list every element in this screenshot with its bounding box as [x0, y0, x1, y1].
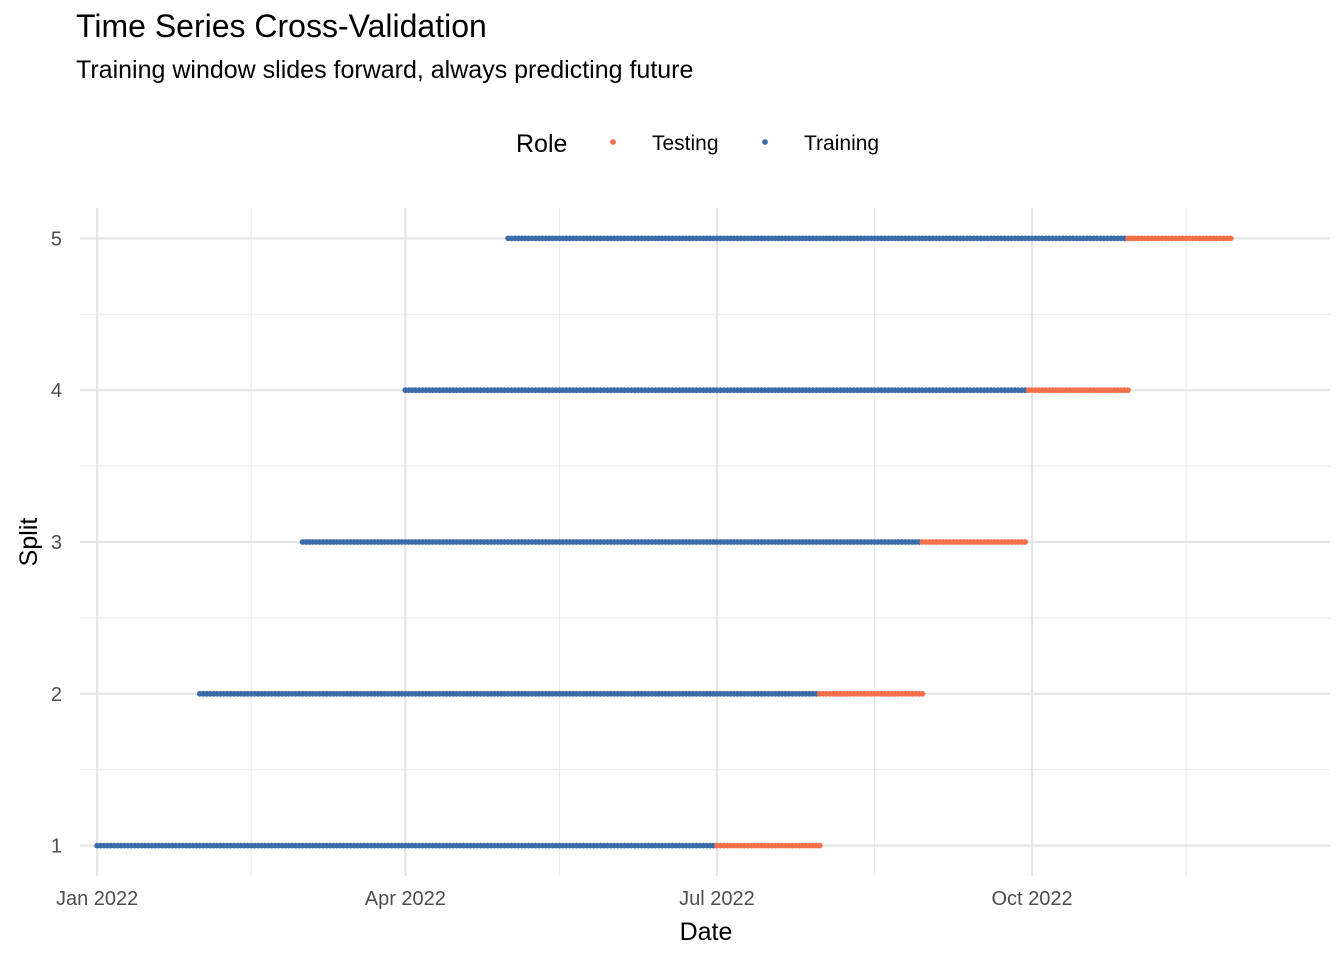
- y-tick-label: 1: [51, 836, 62, 858]
- segment-training-split-4: [402, 387, 1029, 394]
- y-tick-label: 4: [51, 380, 62, 402]
- y-tick-label: 5: [51, 228, 62, 250]
- segment-testing-split-3: [919, 539, 1029, 545]
- y-tick-label: 2: [51, 684, 62, 706]
- x-axis-title: Date: [680, 918, 733, 946]
- y-axis-title: Split: [15, 518, 43, 567]
- data-point-testing: [816, 842, 823, 849]
- segment-testing-split-1: [714, 842, 823, 849]
- legend-label-training: Training: [804, 132, 879, 155]
- data-point-testing: [1022, 539, 1029, 545]
- segment-training-split-1: [94, 842, 717, 849]
- segment-testing-split-2: [816, 690, 926, 697]
- data-point-testing: [919, 690, 926, 697]
- legend: Role Testing Training: [516, 130, 879, 158]
- data-point-testing: [1227, 235, 1234, 242]
- chart-title: Time Series Cross-Validation: [76, 8, 487, 44]
- legend-key-training: [762, 139, 768, 145]
- segment-training-split-2: [196, 690, 820, 697]
- chart-subtitle: Training window slides forward, always p…: [76, 56, 694, 84]
- x-tick-label: Jul 2022: [679, 888, 755, 910]
- segment-testing-split-5: [1125, 235, 1234, 242]
- y-tick-label: 3: [51, 532, 62, 554]
- segment-testing-split-4: [1025, 387, 1131, 394]
- x-tick-label: Apr 2022: [365, 888, 446, 910]
- segment-training-split-3: [299, 539, 922, 545]
- x-tick-label: Jan 2022: [56, 888, 138, 910]
- data-point-testing: [1125, 387, 1131, 394]
- legend-title: Role: [516, 130, 567, 158]
- x-tick-label: Oct 2022: [991, 888, 1072, 910]
- legend-label-testing: Testing: [652, 132, 719, 155]
- segment-training-split-5: [505, 235, 1128, 242]
- axes: 1 2 3 4 5 Jan 2022 Apr 2022 Jul 2022 Oct 2022 Dat…: [15, 228, 1073, 946]
- legend-key-testing: [610, 139, 616, 145]
- chart-marks: [94, 235, 1234, 849]
